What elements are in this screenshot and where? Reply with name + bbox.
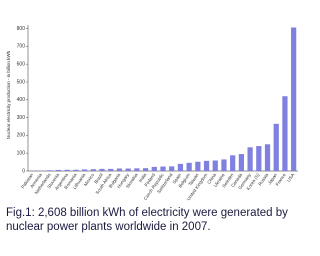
bar (99, 168, 105, 171)
y-tick-label: 100 (17, 151, 26, 157)
bar (195, 161, 201, 171)
bar (177, 163, 184, 171)
x-tick-label: USA (286, 172, 295, 182)
bar (160, 166, 166, 171)
bar (73, 169, 79, 171)
y-tick-label: 0 (22, 168, 25, 174)
bar (186, 162, 192, 171)
bar (238, 154, 244, 171)
y-tick-label: 300 (17, 115, 26, 121)
bar (134, 168, 140, 171)
y-tick-label: 500 (17, 79, 26, 85)
bar (55, 169, 62, 171)
caption: Fig.1: 2,608 billion kWh of electricity … (6, 207, 288, 233)
bar (47, 170, 53, 171)
bar (247, 147, 253, 171)
bar (116, 168, 123, 171)
bar (264, 144, 271, 171)
bar (291, 27, 297, 172)
y-tick-label: 800 (17, 26, 26, 32)
bar (142, 168, 149, 171)
bar (282, 96, 288, 171)
x-tick-label: China (206, 172, 217, 185)
bar (108, 168, 114, 171)
y-tick-label: 700 (17, 44, 26, 50)
x-tick-label: Japan (267, 172, 278, 185)
bar (90, 169, 96, 171)
bar (82, 169, 88, 171)
bar (151, 166, 157, 171)
bar (221, 159, 227, 171)
bar (230, 155, 236, 171)
y-axis-title: Nuclear electricity production - in bill… (6, 50, 11, 139)
x-tick-label: India (138, 172, 148, 183)
bar (64, 169, 70, 171)
x-tick-label: Brazil (93, 172, 104, 184)
bar (256, 146, 262, 171)
bar (203, 160, 210, 171)
bar (212, 160, 218, 171)
y-tick-label: 600 (17, 61, 26, 67)
y-tick-label: 200 (17, 133, 26, 139)
page: Nuclear electricity production - in bill… (6, 25, 298, 233)
y-tick-label: 400 (17, 97, 26, 103)
bar (273, 123, 279, 171)
bar (125, 168, 131, 171)
chart: Nuclear electricity production - in bill… (6, 25, 298, 201)
x-tick-label: Russia (257, 172, 269, 187)
x-tick-label: Spain (172, 172, 183, 185)
bar (169, 166, 175, 171)
